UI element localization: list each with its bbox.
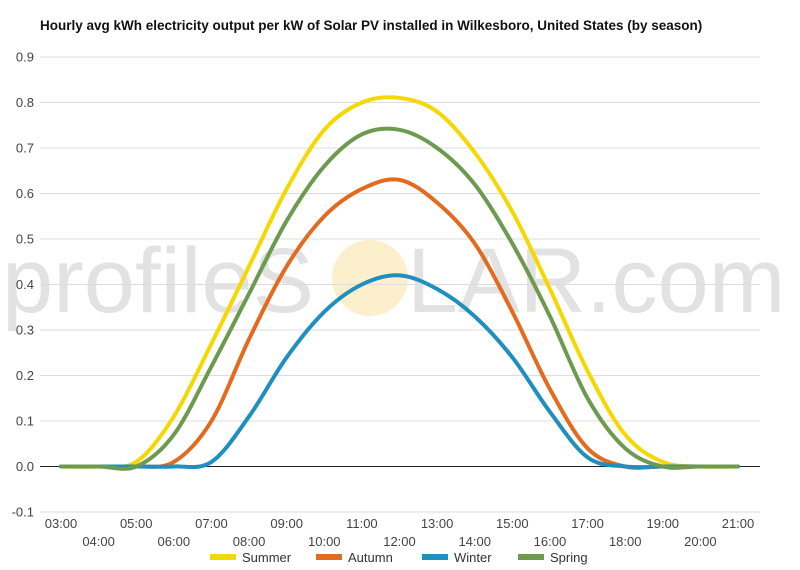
y-tick-label: 0.8: [16, 95, 34, 110]
legend-label-spring: Spring: [550, 550, 588, 565]
watermark-text-left: profileS: [2, 230, 314, 332]
series-lines: [59, 95, 740, 471]
x-tick-label: 05:00: [120, 516, 153, 531]
watermark-sun-icon: [332, 240, 408, 316]
x-tick-label: 11:00: [346, 516, 378, 531]
y-tick-label: 0.0: [16, 459, 34, 474]
x-tick-label: 08:00: [233, 534, 266, 549]
legend-label-summer: Summer: [242, 550, 292, 565]
x-tick-label: 19:00: [647, 516, 680, 531]
x-tick-label: 13:00: [421, 516, 454, 531]
legend-label-autumn: Autumn: [348, 550, 393, 565]
x-tick-label: 21:00: [722, 516, 755, 531]
x-tick-label: 15:00: [496, 516, 529, 531]
y-axis: -0.1 0.0 0.1 0.2 0.3 0.4 0.5 0.6 0.7 0.8 0.9: [12, 50, 34, 520]
legend-swatch-summer: [210, 554, 236, 560]
x-tick-label: 03:00: [45, 516, 78, 531]
y-tick-label: -0.1: [12, 505, 34, 520]
grid-lines: [40, 56, 760, 513]
y-tick-label: 0.2: [16, 368, 34, 383]
y-tick-label: 0.4: [16, 277, 34, 292]
x-tick-label: 07:00: [195, 516, 228, 531]
x-tick-label: 16:00: [534, 534, 567, 549]
y-tick-label: 0.1: [16, 414, 34, 429]
x-tick-label: 14:00: [458, 534, 491, 549]
y-tick-label: 0.5: [16, 232, 34, 247]
x-tick-label: 10:00: [308, 534, 341, 549]
y-tick-label: 0.7: [16, 141, 34, 156]
x-tick-label: 18:00: [609, 534, 642, 549]
x-tick-label: 09:00: [270, 516, 303, 531]
legend-swatch-spring: [518, 554, 544, 560]
legend-swatch-autumn: [316, 554, 342, 560]
y-tick-label: 0.6: [16, 186, 34, 201]
x-tick-label: 17:00: [571, 516, 604, 531]
legend-swatch-winter: [422, 554, 448, 560]
y-tick-label: 0.3: [16, 323, 34, 338]
series-line-summer: [59, 95, 740, 470]
x-tick-label: 04:00: [82, 534, 115, 549]
series-line-spring: [59, 126, 740, 471]
x-tick-label: 06:00: [158, 534, 191, 549]
legend-label-winter: Winter: [454, 550, 492, 565]
watermark: profileS LAR.com: [2, 230, 785, 332]
series-line-winter: [59, 273, 740, 470]
y-tick-label: 0.9: [16, 50, 34, 65]
legend: Summer Autumn Winter Spring: [210, 550, 588, 565]
watermark-text-right: LAR.com: [407, 230, 785, 332]
x-tick-label: 20:00: [684, 534, 717, 549]
x-axis: 03:00 04:00 05:00 06:00 07:00 08:00 09:00 10:00…: [45, 516, 755, 549]
x-tick-label: 12:00: [383, 534, 416, 549]
chart-title: Hourly avg kWh electricity output per kW…: [40, 18, 703, 33]
